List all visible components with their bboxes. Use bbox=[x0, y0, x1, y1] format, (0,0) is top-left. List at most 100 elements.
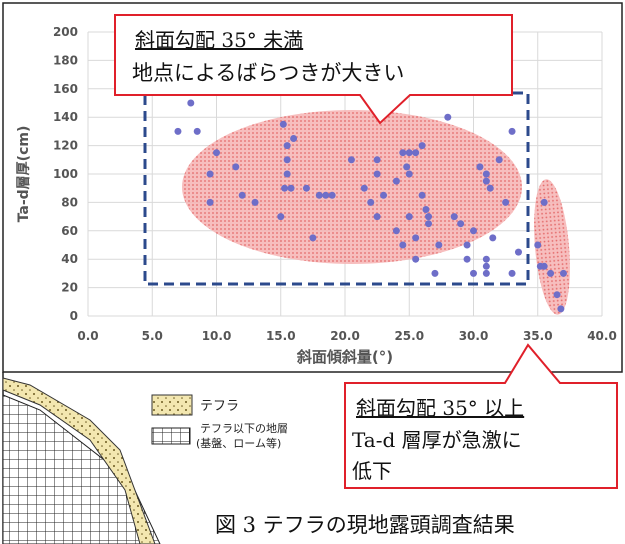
range-ellipse bbox=[534, 179, 570, 315]
y-tick-label: 100 bbox=[53, 167, 78, 181]
x-tick-label: 20.0 bbox=[330, 329, 360, 343]
plot: 0 20 40 60 80 100 120 140 160 180 200 0.0 5.0 10.0 15.… bbox=[53, 25, 617, 343]
point bbox=[283, 142, 291, 150]
point bbox=[482, 269, 490, 277]
point bbox=[457, 220, 465, 228]
point bbox=[251, 198, 259, 206]
point bbox=[238, 191, 246, 199]
point bbox=[328, 191, 336, 199]
callout-text: Ta-d 層厚が急激に bbox=[352, 428, 522, 452]
y-tick-label: 160 bbox=[53, 82, 78, 96]
y-tick-label: 120 bbox=[53, 139, 78, 153]
x-tick-label: 40.0 bbox=[587, 329, 617, 343]
point bbox=[399, 241, 407, 249]
point bbox=[435, 241, 443, 249]
callout-low: 斜面勾配 35° 未満 地点によるばらつきが大きい bbox=[114, 14, 513, 125]
point bbox=[322, 191, 330, 199]
point bbox=[403, 163, 411, 171]
x-tick-label: 30.0 bbox=[459, 329, 489, 343]
point bbox=[514, 248, 522, 256]
callout-title: 斜面勾配 35° 未満 bbox=[135, 28, 303, 52]
x-tick-label: 25.0 bbox=[394, 329, 424, 343]
point bbox=[347, 156, 355, 164]
point bbox=[187, 99, 195, 107]
point bbox=[206, 170, 214, 178]
point bbox=[418, 142, 426, 150]
point bbox=[463, 241, 471, 249]
legend-label: (基盤、ローム等) bbox=[196, 436, 281, 450]
point bbox=[482, 262, 490, 270]
callout-text: 低下 bbox=[352, 459, 392, 483]
point bbox=[557, 305, 565, 313]
point bbox=[476, 163, 484, 171]
caption: 図 3 テフラの現地露頭調査結果 bbox=[215, 513, 515, 537]
point bbox=[399, 149, 407, 157]
x-tick-label: 10.0 bbox=[202, 329, 232, 343]
y-tick-label: 180 bbox=[53, 53, 78, 67]
point bbox=[309, 234, 317, 242]
point bbox=[470, 269, 477, 277]
range-ellipse bbox=[182, 110, 522, 264]
y-tick-label: 0 bbox=[70, 309, 78, 323]
point bbox=[283, 170, 291, 178]
legend-swatch bbox=[151, 427, 191, 445]
y-tick-label: 80 bbox=[61, 195, 78, 209]
point bbox=[553, 291, 561, 299]
x-tick-label: 15.0 bbox=[266, 329, 296, 343]
y-tick-label: 20 bbox=[61, 281, 78, 295]
point bbox=[405, 170, 413, 178]
point bbox=[279, 120, 287, 128]
point bbox=[470, 227, 477, 235]
point bbox=[206, 198, 214, 206]
point bbox=[213, 149, 220, 157]
point bbox=[495, 156, 503, 164]
slope-diagram: テフラ テフラ以下の地層 (基盤、ローム等) bbox=[2, 377, 288, 544]
point bbox=[547, 269, 555, 277]
point bbox=[287, 184, 295, 192]
point bbox=[283, 156, 291, 164]
point bbox=[302, 184, 310, 192]
point bbox=[412, 149, 420, 157]
point bbox=[315, 191, 323, 199]
point bbox=[425, 213, 433, 221]
point bbox=[431, 269, 439, 277]
point bbox=[422, 206, 430, 213]
x-tick-label: 35.0 bbox=[523, 329, 553, 343]
point bbox=[482, 170, 490, 178]
x-tick-label: 0.0 bbox=[77, 329, 98, 343]
point bbox=[193, 127, 201, 135]
point bbox=[360, 184, 368, 192]
y-axis-label: Ta-d層厚(cm) bbox=[16, 126, 32, 223]
ground bbox=[2, 394, 161, 544]
point bbox=[486, 184, 494, 192]
y-tick-label: 200 bbox=[53, 25, 78, 39]
point bbox=[418, 191, 426, 199]
point bbox=[502, 198, 510, 206]
point bbox=[232, 163, 240, 171]
y-tick-label: 60 bbox=[61, 224, 78, 238]
point bbox=[540, 262, 548, 270]
point bbox=[367, 198, 375, 206]
callout-high: 斜面勾配 35° 以上 Ta-d 層厚が急激に 低下 bbox=[344, 343, 618, 489]
point bbox=[277, 213, 285, 221]
callout-text: 地点によるばらつきが大きい bbox=[132, 61, 404, 85]
point bbox=[450, 213, 458, 221]
legend-label: テフラ bbox=[200, 399, 239, 414]
y-tick-label: 40 bbox=[61, 252, 78, 266]
point bbox=[463, 255, 471, 263]
point bbox=[373, 156, 381, 164]
point bbox=[482, 255, 490, 263]
point bbox=[373, 213, 381, 221]
point bbox=[405, 149, 413, 157]
point bbox=[482, 177, 490, 185]
point bbox=[392, 177, 400, 185]
point bbox=[444, 113, 452, 121]
point bbox=[412, 255, 420, 263]
point bbox=[405, 213, 413, 221]
tephra-layer bbox=[2, 377, 156, 544]
point bbox=[534, 241, 542, 249]
y-tick-label: 140 bbox=[53, 110, 78, 124]
point bbox=[489, 234, 497, 242]
x-axis-label: 斜面傾斜量(°) bbox=[296, 348, 393, 366]
